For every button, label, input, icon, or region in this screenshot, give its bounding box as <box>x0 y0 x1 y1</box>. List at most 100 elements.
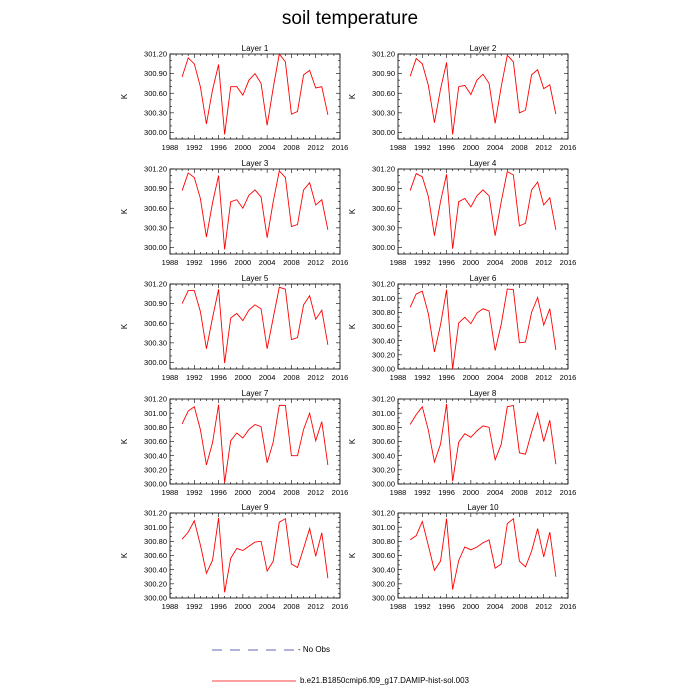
x-tick-label: 2004 <box>259 373 276 382</box>
y-tick-label: 301.20 <box>144 280 167 289</box>
x-tick-label: 1988 <box>162 373 179 382</box>
y-tick-label: 300.20 <box>144 465 167 474</box>
x-tick-label: 2012 <box>535 258 552 267</box>
y-tick-label: 301.20 <box>144 509 167 518</box>
x-tick-label: 1992 <box>414 602 431 611</box>
y-tick-label: 301.20 <box>372 509 395 518</box>
x-tick-label: 2000 <box>463 258 480 267</box>
y-tick-label: 300.00 <box>144 594 167 603</box>
y-tick-label: 300.80 <box>372 537 395 546</box>
y-tick-label: 300.00 <box>372 128 395 137</box>
x-tick-label: 2012 <box>535 488 552 497</box>
panel-5: Layer 5 1988 1992 1996 2000 2004 2008 2012 2016 3… <box>120 274 348 382</box>
panel-1: Layer 1 1988 1992 1996 2000 2004 2008 2012 2016 3… <box>120 44 348 152</box>
x-tick-label: 1988 <box>390 602 407 611</box>
y-tick-label: 300.40 <box>372 451 395 460</box>
y-tick-label: 301.00 <box>144 523 167 532</box>
y-tick-label: 301.20 <box>372 165 395 174</box>
panel-title: Layer 7 <box>242 389 269 398</box>
y-axis-label: K <box>348 552 357 558</box>
series-line <box>409 288 557 370</box>
x-tick-label: 1992 <box>186 143 203 152</box>
x-tick-label: 2016 <box>560 143 577 152</box>
x-tick-label: 2000 <box>235 143 252 152</box>
panel-title: Layer 2 <box>470 44 497 53</box>
y-tick-label: 300.60 <box>144 551 167 560</box>
y-tick-label: 301.00 <box>372 294 395 303</box>
legend-no-obs-label: - No Obs <box>298 645 331 654</box>
y-tick-label: 300.60 <box>372 204 395 213</box>
panel-2: Layer 2 1988 1992 1996 2000 2004 2008 2012 2016 3… <box>348 44 576 152</box>
y-tick-label: 300.60 <box>372 551 395 560</box>
y-tick-label: 300.20 <box>372 350 395 359</box>
x-tick-label: 1996 <box>210 602 227 611</box>
y-tick-label: 300.60 <box>144 319 167 328</box>
x-tick-label: 2004 <box>487 488 504 497</box>
series-line <box>409 403 557 482</box>
panel-8: Layer 8 1988 1992 1996 2000 2004 2008 2012 2016 3… <box>348 389 576 497</box>
y-tick-label: 300.00 <box>144 358 167 367</box>
panel-4: Layer 4 1988 1992 1996 2000 2004 2008 2012 2016 3… <box>348 159 576 267</box>
panel-title: Layer 4 <box>470 159 497 168</box>
x-tick-label: 2004 <box>259 602 276 611</box>
panel-title: Layer 8 <box>470 389 497 398</box>
x-tick-label: 1988 <box>390 373 407 382</box>
x-tick-label: 1988 <box>390 488 407 497</box>
y-axis-label: K <box>348 438 357 444</box>
y-tick-label: 300.90 <box>372 184 395 193</box>
x-tick-label: 2000 <box>235 602 252 611</box>
y-tick-label: 300.60 <box>372 322 395 331</box>
x-tick-label: 1992 <box>186 373 203 382</box>
y-tick-label: 301.20 <box>372 395 395 404</box>
y-tick-label: 300.30 <box>144 108 167 117</box>
y-tick-label: 300.30 <box>372 108 395 117</box>
x-tick-label: 2016 <box>332 602 349 611</box>
series-line <box>181 404 329 483</box>
legend-series: b.e21.B1850cmip6.f09_g17.DAMIP-hist-sol.… <box>212 675 532 687</box>
x-tick-label: 2012 <box>307 258 324 267</box>
y-tick-label: 300.60 <box>144 437 167 446</box>
legend-dash-line-icon <box>212 649 294 651</box>
y-tick-label: 300.20 <box>372 579 395 588</box>
panel-title: Layer 6 <box>470 274 497 283</box>
x-tick-label: 1996 <box>210 143 227 152</box>
plot-frame <box>169 283 341 370</box>
series-line <box>409 54 557 135</box>
x-tick-label: 1988 <box>162 488 179 497</box>
y-tick-label: 300.30 <box>372 223 395 232</box>
x-tick-label: 1992 <box>186 602 203 611</box>
series-line <box>409 170 557 249</box>
x-tick-label: 2000 <box>235 373 252 382</box>
legend-solid-line-icon <box>212 680 296 682</box>
x-tick-label: 2004 <box>259 488 276 497</box>
x-tick-label: 2008 <box>511 488 528 497</box>
x-tick-label: 1992 <box>186 488 203 497</box>
x-tick-label: 2016 <box>560 488 577 497</box>
panel-10: Layer 10 1988 1992 1996 2000 2004 2008 2012 2016… <box>348 503 576 611</box>
y-tick-label: 300.80 <box>372 308 395 317</box>
y-tick-label: 300.00 <box>372 480 395 489</box>
y-tick-label: 300.90 <box>372 69 395 78</box>
y-tick-label: 300.20 <box>144 579 167 588</box>
legend-no-obs: - No Obs <box>212 644 412 656</box>
y-axis-label: K <box>348 208 357 214</box>
y-tick-label: 300.30 <box>144 338 167 347</box>
y-tick-label: 301.20 <box>144 50 167 59</box>
x-tick-label: 2004 <box>487 602 504 611</box>
y-tick-label: 300.90 <box>144 184 167 193</box>
x-tick-label: 2008 <box>283 602 300 611</box>
y-tick-label: 300.90 <box>144 69 167 78</box>
x-tick-label: 2008 <box>283 373 300 382</box>
y-tick-label: 300.00 <box>372 365 395 374</box>
x-tick-label: 1996 <box>210 488 227 497</box>
y-tick-label: 300.30 <box>144 223 167 232</box>
x-tick-label: 2004 <box>487 373 504 382</box>
y-tick-label: 300.90 <box>144 299 167 308</box>
panel-9: Layer 9 1988 1992 1996 2000 2004 2008 2012 2016 3… <box>120 503 348 611</box>
y-tick-label: 300.60 <box>144 89 167 98</box>
x-tick-label: 1992 <box>414 143 431 152</box>
x-tick-label: 2004 <box>487 258 504 267</box>
x-tick-label: 2012 <box>307 143 324 152</box>
y-tick-label: 300.40 <box>372 336 395 345</box>
panel-3: Layer 3 1988 1992 1996 2000 2004 2008 2012 2016 3… <box>120 159 348 267</box>
